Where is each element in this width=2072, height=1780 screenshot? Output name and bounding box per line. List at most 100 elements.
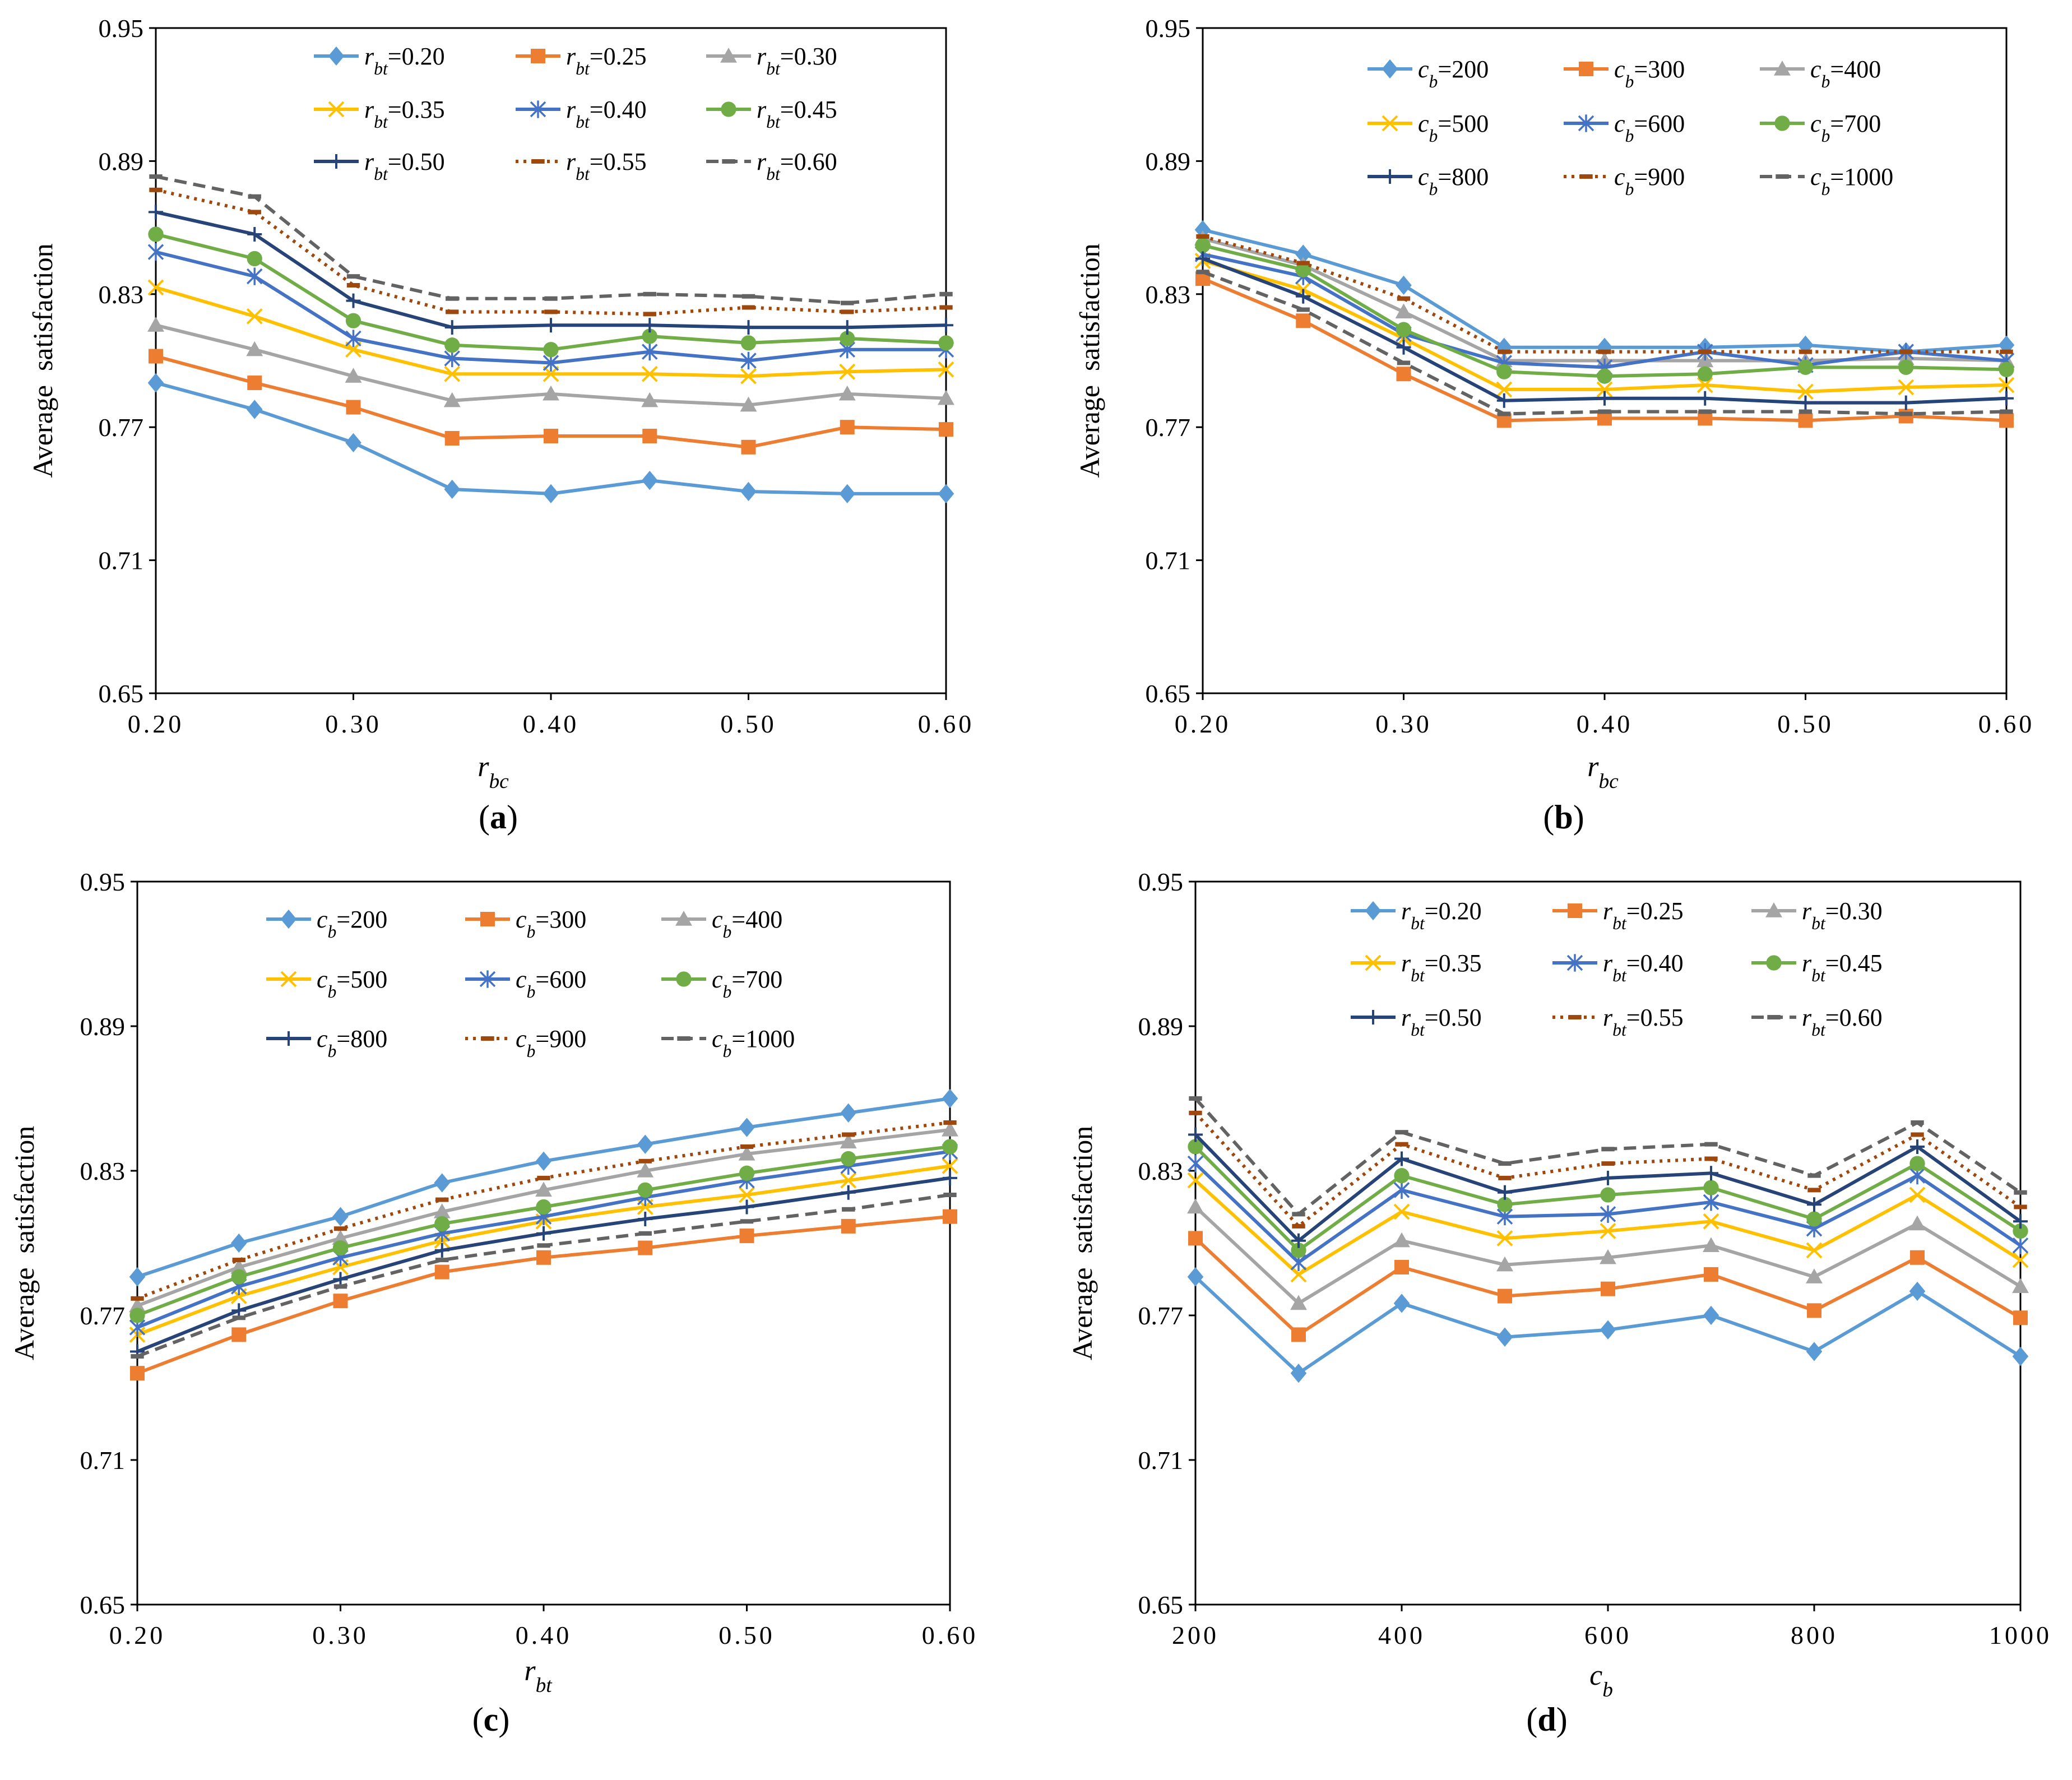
data-point xyxy=(641,365,658,382)
data-point xyxy=(1798,395,1813,410)
x-tick-label: 0.40 xyxy=(516,1621,572,1649)
data-point xyxy=(433,1203,451,1218)
legend-entry: cb=200 xyxy=(1368,55,1489,91)
data-point xyxy=(434,1173,451,1193)
legend-marker xyxy=(1774,61,1791,76)
y-tick-label: 0.65 xyxy=(1146,679,1191,708)
y-tick-label: 0.89 xyxy=(99,147,144,175)
x-axis-label: rbt xyxy=(524,1655,553,1697)
legend-label-part-2: =800 xyxy=(1438,163,1489,191)
data-point xyxy=(1698,409,1712,414)
data-point xyxy=(1188,1231,1203,1246)
data-point xyxy=(149,174,163,179)
legend-entry: cb=800 xyxy=(266,1025,387,1061)
data-point xyxy=(1396,322,1412,337)
legend-label: cb=300 xyxy=(516,906,586,942)
legend-entry: cb=500 xyxy=(1368,110,1489,146)
legend-entry: cb=700 xyxy=(661,966,782,1002)
legend-label-part-0: c xyxy=(1614,110,1625,137)
legend-label-part-0: r xyxy=(757,96,767,123)
legend-label: rbt=0.25 xyxy=(1603,897,1684,933)
legend-label-part-0: c xyxy=(1614,163,1625,191)
data-point xyxy=(1797,383,1814,400)
data-point xyxy=(741,320,756,335)
data-point xyxy=(637,1162,654,1178)
data-point xyxy=(543,484,559,504)
legend-label-part-1: bt xyxy=(1811,966,1826,985)
x-tick-label: 0.40 xyxy=(523,710,580,738)
legend-marker xyxy=(531,49,545,63)
data-point xyxy=(129,1297,146,1313)
data-point xyxy=(345,330,361,347)
legend-label: cb=500 xyxy=(1418,110,1489,146)
legend-label: cb=800 xyxy=(1418,163,1489,199)
data-point xyxy=(1898,379,1915,396)
data-point xyxy=(346,274,360,279)
data-point xyxy=(1703,1213,1719,1230)
legend-label-part-1: bt xyxy=(1811,914,1826,933)
data-point xyxy=(333,1294,348,1309)
legend-label-part-1: bt xyxy=(766,112,781,132)
legend-entry: rbt=0.20 xyxy=(1351,897,1482,933)
data-point xyxy=(332,1230,349,1245)
data-point xyxy=(1291,1243,1306,1258)
data-point xyxy=(246,308,263,325)
data-point xyxy=(444,479,461,499)
panel-label-part: ) xyxy=(498,1701,509,1738)
y-tick-label: 0.83 xyxy=(80,1157,126,1185)
data-point xyxy=(1704,1166,1718,1181)
legend-label-part-0: r xyxy=(566,96,576,123)
series-6 xyxy=(130,1170,957,1359)
legend-marker xyxy=(1568,1015,1582,1019)
y-tick-label: 0.89 xyxy=(1146,147,1191,175)
y-tick-label: 0.83 xyxy=(1138,1157,1184,1185)
legend-label-part-2: =0.25 xyxy=(1626,897,1684,925)
data-point xyxy=(1498,411,1511,416)
legend-label-part-2: =900 xyxy=(1634,163,1685,191)
data-point xyxy=(638,1158,652,1164)
legend-marker xyxy=(1766,955,1782,971)
legend-label-part-2: =0.40 xyxy=(1626,949,1684,977)
data-point xyxy=(841,1218,856,1234)
data-point xyxy=(346,400,361,415)
legend-label-part-2: =500 xyxy=(336,966,387,993)
series-7 xyxy=(1189,1110,2027,1229)
legend-marker xyxy=(281,1031,296,1046)
series-5 xyxy=(1195,238,2014,384)
legend-label-part-1: bt xyxy=(1411,914,1425,933)
legend-label: rbt=0.45 xyxy=(757,96,837,132)
data-point xyxy=(434,1216,450,1232)
x-axis-label-part-0: c xyxy=(1589,1660,1602,1691)
data-point xyxy=(842,1132,855,1137)
legend-entry: cb=200 xyxy=(266,906,387,942)
data-point xyxy=(1290,1266,1307,1283)
legend-label-part-1: b xyxy=(723,922,732,942)
panel-label-part: ( xyxy=(472,1701,484,1738)
legend-entry: rbt=0.30 xyxy=(1751,897,1883,933)
data-point xyxy=(841,300,854,305)
series-line xyxy=(155,175,947,305)
data-point xyxy=(1703,1180,1719,1195)
legend-label-part-0: c xyxy=(1614,55,1625,83)
data-point xyxy=(939,305,953,310)
x-axis-label: rbc xyxy=(478,751,509,793)
legend-label-part-1: b xyxy=(527,982,536,1002)
legend-label: cb=600 xyxy=(516,966,586,1002)
legend-label-part-2: =0.40 xyxy=(590,96,647,123)
data-point xyxy=(1296,261,1310,266)
legend-label: cb=400 xyxy=(712,906,782,942)
x-tick-label: 0.50 xyxy=(720,710,777,738)
data-point xyxy=(346,293,361,308)
data-point xyxy=(1806,1242,1823,1259)
legend-label-part-2: =400 xyxy=(1830,55,1881,83)
data-point xyxy=(1296,289,1311,304)
data-point xyxy=(1807,1303,1821,1318)
panel-label: (b) xyxy=(1543,799,1584,836)
legend-label: cb=700 xyxy=(712,966,782,1002)
data-point xyxy=(544,296,558,301)
legend-marker xyxy=(675,911,692,926)
data-point xyxy=(230,1233,247,1253)
legend-label-part-1: b xyxy=(1625,179,1634,199)
data-point xyxy=(247,226,262,242)
x-axis-label-part-1: bt xyxy=(536,1674,553,1697)
